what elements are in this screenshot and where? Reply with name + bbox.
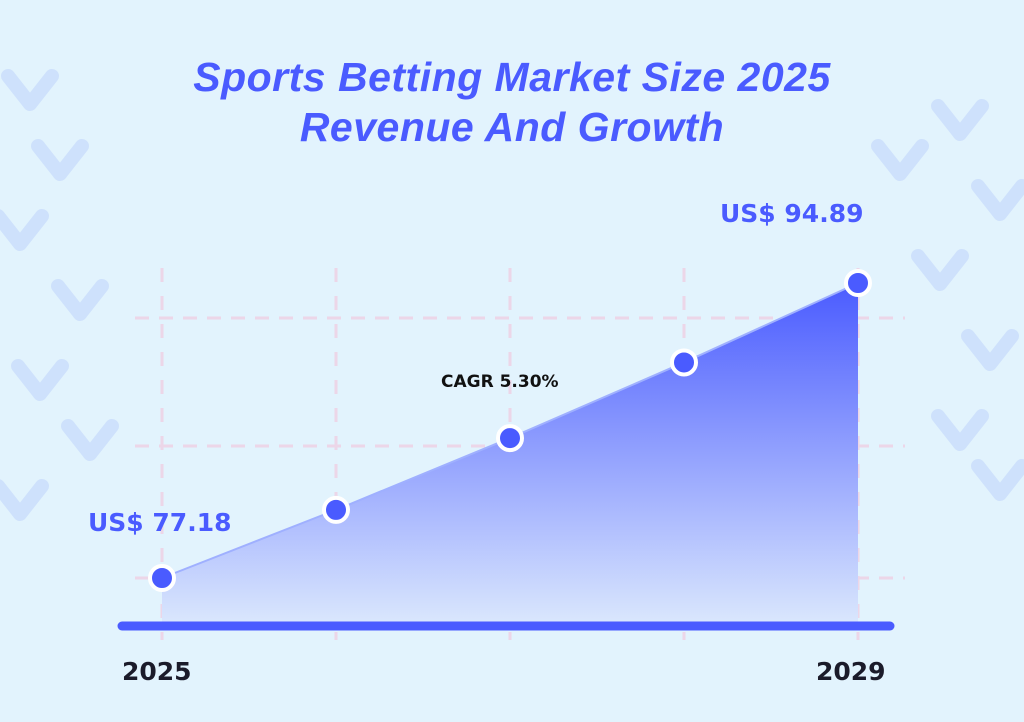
data-point-2027	[496, 424, 524, 453]
chevron-decoration	[51, 279, 109, 321]
chevron-decoration	[971, 459, 1024, 501]
chevron-decoration	[1, 69, 59, 111]
chevron-decoration	[0, 479, 49, 521]
data-point-2025	[148, 564, 176, 592]
start-value-label: US$ 77.18	[88, 508, 232, 537]
chevron-decoration	[11, 359, 69, 401]
chevron-decoration	[971, 179, 1024, 221]
chevron-decoration	[931, 99, 989, 141]
chevron-decoration	[911, 249, 969, 291]
end-value-label: US$ 94.89	[720, 199, 864, 228]
x-tick-label-end: 2029	[816, 657, 886, 686]
data-point-2026	[322, 495, 350, 524]
cagr-annotation: CAGR 5.30%	[441, 372, 559, 392]
chart-title: Sports Betting Market Size 2025	[193, 54, 831, 100]
data-point-2028	[670, 348, 698, 377]
data-point-2029	[844, 269, 872, 297]
chevron-decoration	[871, 139, 929, 181]
chevron-decoration	[931, 409, 989, 451]
chevron-decoration	[31, 139, 89, 181]
chart-subtitle: Revenue And Growth	[299, 104, 725, 150]
x-tick-label-start: 2025	[122, 657, 192, 686]
chevron-decoration	[61, 419, 119, 461]
chevron-decoration	[961, 329, 1019, 371]
chevron-decoration	[0, 209, 49, 251]
